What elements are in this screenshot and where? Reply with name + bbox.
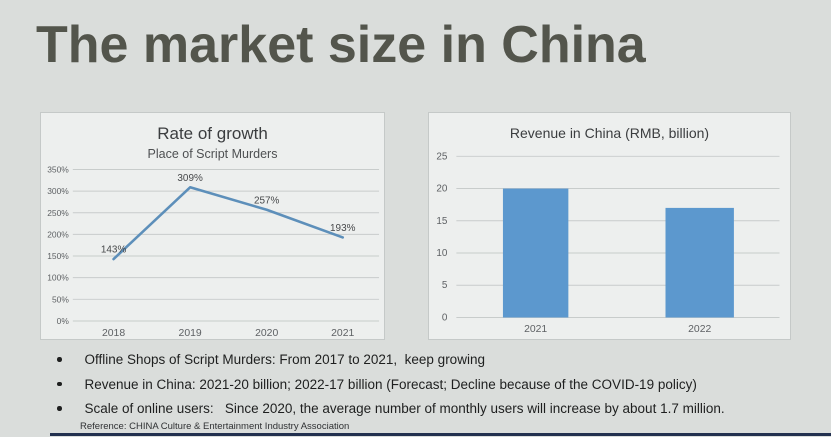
x-tick-label: 2020 (255, 328, 278, 339)
y-tick-label: 0% (57, 316, 70, 326)
y-tick-label: 350% (47, 165, 69, 175)
bullet-dot (57, 357, 62, 362)
growth-line (112, 185, 345, 261)
x-tick-label: 2022 (688, 324, 711, 335)
y-tick-label: 0 (442, 312, 448, 323)
y-tick-label: 15 (436, 216, 448, 227)
growth-chart-title: Rate of growth (157, 124, 268, 143)
y-tick-label: 250% (47, 208, 69, 218)
y-tick-label: 5 (442, 280, 448, 291)
bullet-item-revenue: Revenue in China: 2021-20 billion; 2022-… (52, 376, 725, 393)
y-tick-label: 300% (47, 186, 69, 196)
x-tick-label: 2019 (179, 328, 202, 339)
bullet-list: Offline Shops of Script Murders: From 20… (52, 351, 725, 417)
x-tick-label: 2021 (524, 324, 547, 335)
revenue-chart-plot: 0 5 10 15 20 25 2021 2022 (436, 151, 780, 335)
point-label: 309% (177, 173, 203, 184)
y-tick-label: 200% (47, 229, 69, 239)
revenue-chart-title: Revenue in China (RMB, billion) (509, 125, 710, 141)
growth-chart-subtitle: Place of Script Murders (147, 147, 278, 161)
bullet-dot (57, 406, 62, 411)
page-title: The market size in China (36, 16, 646, 74)
growth-chart-panel: 0% 50% 100% 150% 200% 250% 300% 350% 143% 2018 309… (40, 112, 385, 340)
y-tick-label: 10 (436, 248, 448, 259)
y-tick-label: 50% (52, 294, 69, 304)
x-tick-label: 2021 (331, 328, 354, 339)
bullet-text: Revenue in China: 2021-20 billion; 2022-… (84, 376, 697, 392)
bullet-text: Scale of online users: Since 2020, the a… (84, 401, 725, 416)
y-tick-label: 100% (47, 273, 69, 283)
y-tick-label: 20 (436, 184, 448, 195)
point-label: 143% (101, 245, 127, 256)
growth-chart-plot: 0% 50% 100% 150% 200% 250% 300% 350% 143% 2018 309… (47, 165, 380, 339)
revenue-bar (665, 207, 734, 318)
y-tick-label: 25 (436, 151, 448, 162)
bullet-text: Offline Shops of Script Murders: From 20… (84, 352, 485, 367)
revenue-chart-panel: 0 5 10 15 20 25 2021 2022 Revenue in China (RMB… (428, 112, 791, 340)
bullet-dot (57, 381, 62, 386)
revenue-bar (502, 188, 569, 318)
y-tick-label: 150% (47, 251, 69, 261)
point-label: 193% (330, 223, 356, 234)
x-tick-label: 2018 (102, 328, 125, 339)
bullet-item-offline-shops: Offline Shops of Script Murders: From 20… (52, 351, 725, 368)
bottom-divider (50, 433, 831, 436)
point-label: 257% (254, 195, 280, 206)
bullet-item-online-users: Scale of online users: Since 2020, the a… (52, 400, 725, 417)
reference-note: Reference: CHINA Culture & Entertainment… (80, 421, 350, 432)
